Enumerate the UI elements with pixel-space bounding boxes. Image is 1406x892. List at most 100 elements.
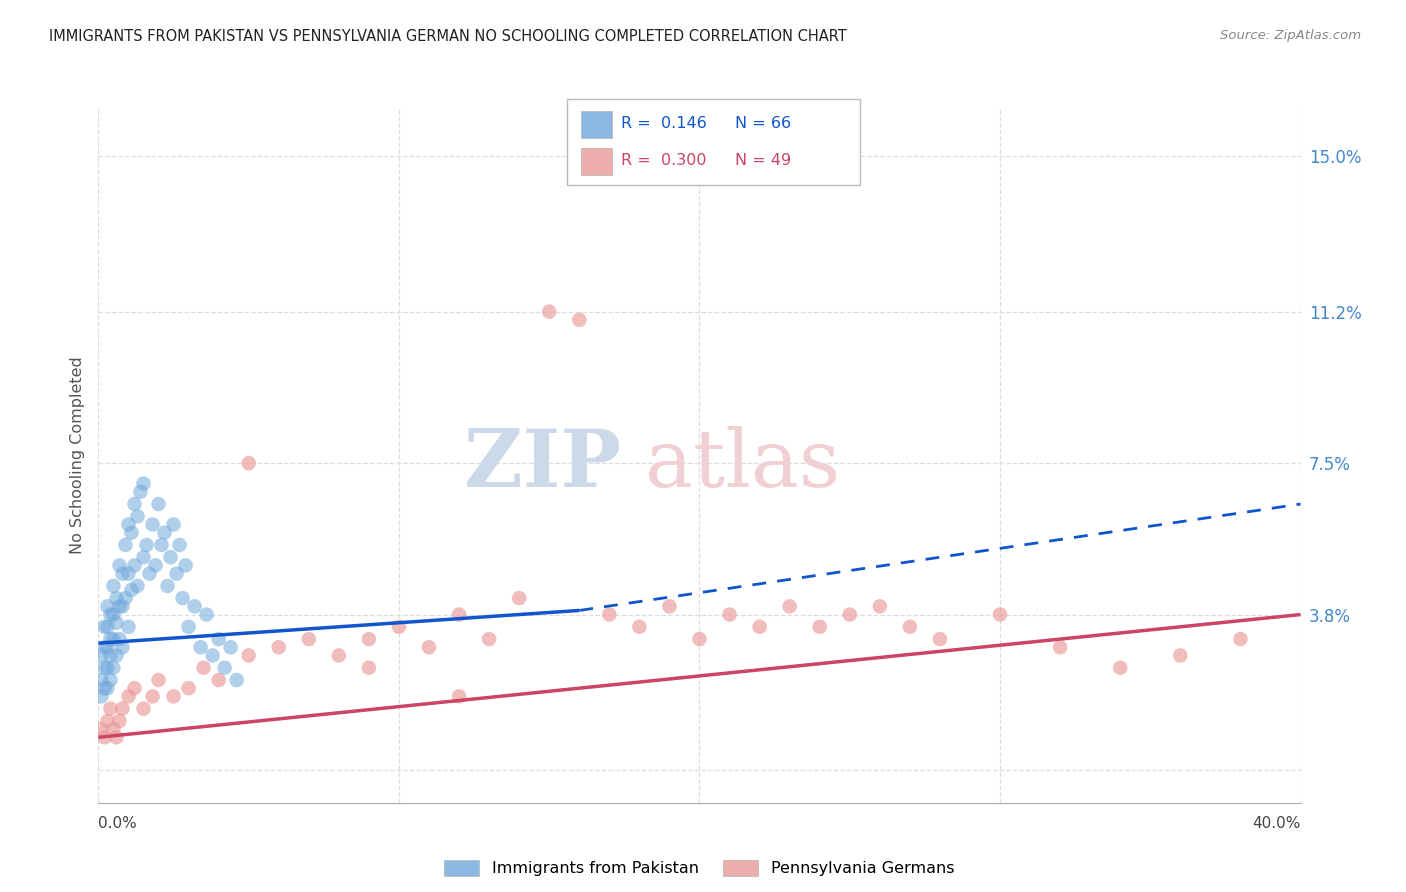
Point (388, 620, 411, 634)
Point (193, 661, 215, 675)
Point (127, 579, 149, 593)
Point (129, 484, 152, 499)
Y-axis label: No Schooling Completed: No Schooling Completed (69, 356, 84, 554)
Point (111, 640, 134, 655)
Point (103, 607, 125, 622)
Point (111, 701, 134, 715)
Point (238, 648, 260, 663)
Point (689, 632, 711, 646)
Point (148, 673, 170, 687)
Point (117, 690, 139, 704)
Point (169, 538, 191, 552)
Point (357, 632, 380, 646)
Point (103, 661, 125, 675)
Text: R =  0.146: R = 0.146 (621, 116, 707, 131)
Point (135, 538, 157, 552)
Point (628, 620, 651, 634)
Point (93, 681, 115, 696)
Point (508, 591, 530, 606)
Point (162, 690, 184, 704)
Text: atlas: atlas (645, 426, 841, 504)
Point (105, 648, 128, 663)
Point (447, 607, 470, 622)
Text: R =  0.300: R = 0.300 (621, 153, 707, 169)
Point (108, 599, 131, 614)
Point (1109, 661, 1132, 675)
Point (447, 690, 470, 704)
Point (195, 607, 218, 622)
Point (117, 620, 139, 634)
Point (718, 607, 741, 622)
Point (103, 579, 125, 593)
Point (105, 615, 128, 630)
Point (93, 661, 115, 675)
Point (156, 579, 179, 593)
Point (121, 525, 143, 540)
Point (100, 607, 122, 622)
Point (1170, 648, 1192, 663)
Point (105, 731, 128, 745)
Point (90, 648, 112, 663)
Point (225, 673, 247, 687)
Point (124, 681, 146, 696)
Point (190, 640, 212, 655)
Point (150, 538, 173, 552)
Point (103, 632, 125, 646)
Point (105, 591, 128, 606)
Point (90, 722, 112, 736)
Point (96, 620, 118, 634)
Point (93, 731, 115, 745)
Point (145, 558, 167, 573)
Point (141, 517, 163, 532)
Text: Source: ZipAtlas.com: Source: ZipAtlas.com (1220, 29, 1361, 42)
Point (162, 517, 184, 532)
Point (201, 648, 224, 663)
Point (598, 607, 620, 622)
Point (138, 566, 160, 581)
Point (219, 640, 242, 655)
Point (869, 599, 891, 614)
Point (177, 620, 200, 634)
Point (108, 558, 131, 573)
Legend: Immigrants from Pakistan, Pennsylvania Germans: Immigrants from Pakistan, Pennsylvania G… (437, 854, 962, 883)
Point (121, 582, 143, 597)
Point (748, 620, 770, 634)
Point (117, 566, 139, 581)
Text: N = 66: N = 66 (735, 116, 792, 131)
Point (114, 538, 136, 552)
Text: IMMIGRANTS FROM PAKISTAN VS PENNSYLVANIA GERMAN NO SCHOOLING COMPLETED CORRELATI: IMMIGRANTS FROM PAKISTAN VS PENNSYLVANIA… (49, 29, 846, 44)
Point (838, 607, 860, 622)
Point (103, 722, 125, 736)
Point (127, 509, 149, 524)
Point (478, 632, 501, 646)
Point (208, 632, 231, 646)
Point (93, 640, 115, 655)
Point (132, 701, 155, 715)
Point (100, 648, 122, 663)
Point (100, 701, 122, 715)
Point (988, 607, 1011, 622)
Point (90, 690, 112, 704)
Point (108, 714, 131, 728)
Point (111, 599, 134, 614)
Point (132, 550, 155, 565)
Text: ZIP: ZIP (464, 426, 621, 504)
Point (568, 313, 591, 327)
Point (658, 599, 681, 614)
Point (93, 620, 115, 634)
Point (153, 525, 176, 540)
Point (238, 456, 260, 470)
Point (108, 632, 131, 646)
Point (100, 673, 122, 687)
Point (172, 591, 194, 606)
Point (298, 632, 321, 646)
Point (114, 591, 136, 606)
Point (779, 599, 801, 614)
Point (90, 673, 112, 687)
Point (96, 599, 118, 614)
Point (208, 673, 231, 687)
Point (166, 566, 188, 581)
Point (328, 648, 350, 663)
Point (418, 640, 440, 655)
Point (96, 661, 118, 675)
